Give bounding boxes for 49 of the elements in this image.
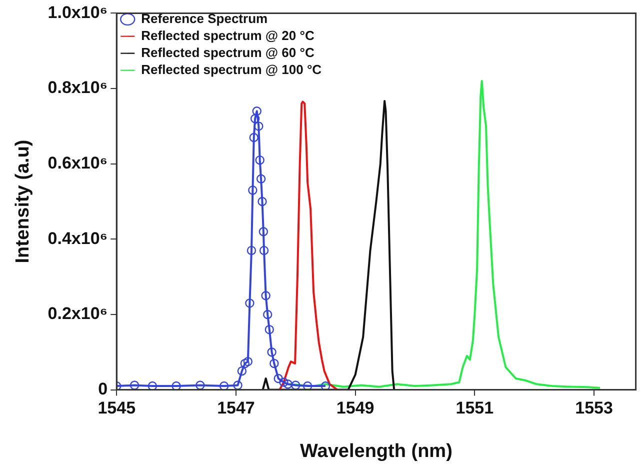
y-tick-label: 0.2x10⁶ bbox=[48, 304, 108, 324]
point bbox=[245, 298, 254, 308]
point bbox=[255, 155, 264, 165]
point bbox=[264, 324, 274, 334]
point bbox=[148, 381, 158, 390]
point bbox=[252, 106, 262, 116]
point bbox=[196, 380, 205, 390]
point bbox=[270, 358, 279, 368]
point bbox=[261, 291, 270, 300]
legend-label: Reflected spectrum @ 100 °C bbox=[141, 62, 322, 77]
x-tick-label: 1551 bbox=[456, 398, 494, 418]
point bbox=[249, 132, 258, 142]
x-tick-label: 1547 bbox=[217, 398, 255, 418]
point bbox=[259, 246, 269, 256]
point bbox=[219, 381, 229, 390]
legend-label: Reflected spectrum @ 60 °C bbox=[141, 44, 315, 60]
y-tick-label: 0.4x10⁶ bbox=[48, 228, 108, 248]
y-tick-label: 1.0x10⁶ bbox=[48, 2, 108, 22]
point bbox=[283, 380, 292, 389]
x-tick-label: 1545 bbox=[98, 398, 136, 418]
y-tick-label: 0.6x10⁶ bbox=[48, 154, 108, 173]
point bbox=[233, 380, 242, 390]
y-axis-title: Intensity (a.u) bbox=[12, 140, 34, 264]
point bbox=[246, 246, 256, 256]
y-tick-label: 0 bbox=[98, 379, 108, 398]
point bbox=[243, 356, 253, 366]
point bbox=[172, 381, 181, 390]
point bbox=[130, 380, 140, 390]
point bbox=[258, 227, 268, 236]
y-tick-label: 0.8x10⁶ bbox=[48, 78, 108, 98]
point bbox=[248, 186, 258, 195]
point bbox=[279, 378, 288, 387]
x-tick-label: 1549 bbox=[336, 398, 374, 418]
point bbox=[258, 196, 267, 206]
point bbox=[254, 122, 264, 131]
point bbox=[237, 366, 247, 376]
point bbox=[240, 358, 250, 368]
point bbox=[263, 310, 272, 320]
legend-label: Reference Spectrum bbox=[141, 10, 268, 26]
point bbox=[302, 381, 312, 390]
point bbox=[274, 374, 283, 384]
point bbox=[250, 114, 260, 124]
x-axis-title: Wavelength (nm) bbox=[300, 440, 452, 462]
point bbox=[320, 381, 330, 390]
point bbox=[291, 380, 300, 390]
point bbox=[256, 174, 266, 184]
x-tick-label: 1553 bbox=[575, 398, 613, 418]
legend-label: Reflected spectrum @ 20 °C bbox=[141, 28, 315, 43]
point bbox=[267, 348, 276, 357]
